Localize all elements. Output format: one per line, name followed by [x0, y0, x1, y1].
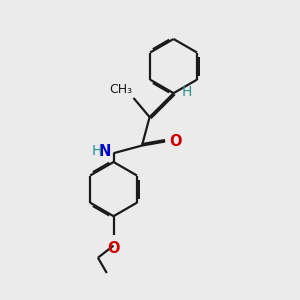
Text: H: H: [92, 144, 102, 158]
Text: H: H: [182, 85, 192, 99]
Text: N: N: [99, 144, 111, 159]
Text: O: O: [169, 134, 182, 149]
Text: CH₃: CH₃: [109, 83, 132, 97]
Text: O: O: [107, 241, 120, 256]
